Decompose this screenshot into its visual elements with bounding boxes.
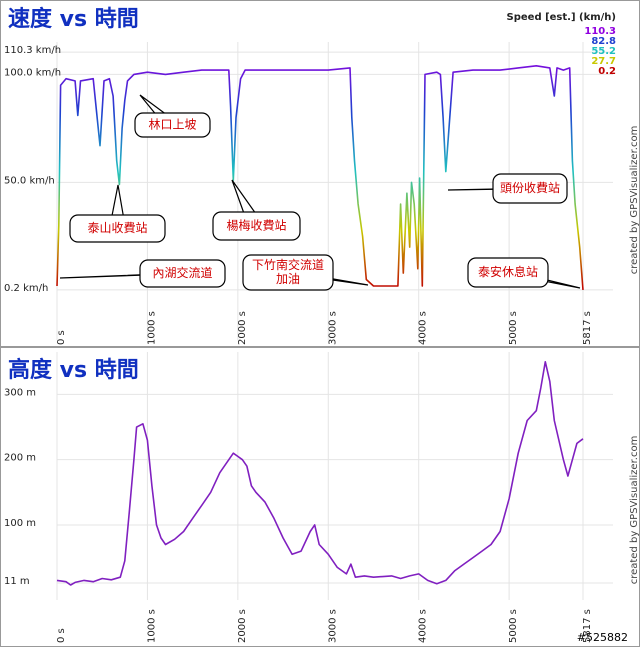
legend-value: 27.7: [591, 56, 616, 67]
x-tick-label: 5817 s: [582, 311, 593, 345]
annotation: 下竹南交流道: [252, 257, 324, 272]
annotation: 頭份收費站: [500, 180, 560, 195]
series-line: [56, 65, 584, 290]
callout-box: [134, 112, 211, 138]
annotation: 泰安休息站: [478, 264, 538, 279]
credit: created by GPSVisualizer.com: [629, 126, 640, 275]
callout-box: [492, 173, 568, 204]
chart-title: 高度 vs 時間: [8, 357, 139, 383]
x-tick-label: 5000 s: [508, 311, 519, 345]
legend-value: 0.2: [598, 66, 616, 77]
x-tick-label: 4000 s: [418, 609, 429, 643]
x-tick-label: 2000 s: [237, 311, 248, 345]
y-tick-label: 11 m: [4, 576, 30, 587]
y-tick-label: 110.3 km/h: [4, 45, 61, 56]
y-tick-label: 100.0 km/h: [4, 67, 61, 78]
x-tick-label: 5000 s: [508, 609, 519, 643]
callout-box: [212, 211, 301, 241]
y-tick-label: 300 m: [4, 387, 36, 398]
y-tick-label: 0.2 km/h: [4, 283, 48, 294]
x-tick-label: 0 s: [56, 330, 67, 345]
callout-box: [467, 257, 549, 288]
legend-title: Speed [est.] (km/h): [507, 12, 616, 23]
annotation: 楊梅收費站: [226, 218, 286, 233]
callout-box: [139, 259, 226, 288]
x-tick-label: 3000 s: [327, 311, 338, 345]
chart-title: 速度 vs 時間: [8, 6, 139, 32]
annotation: 林口上坡: [148, 118, 196, 132]
callout-box: [242, 254, 334, 291]
annotation: 加油: [276, 272, 300, 286]
credit: created by GPSVisualizer.com: [629, 436, 640, 585]
x-tick-label: 1000 s: [146, 609, 157, 643]
annotation: 泰山收費站: [87, 220, 147, 235]
frame: [0, 347, 640, 647]
y-tick-label: 100 m: [4, 518, 36, 529]
legend-value: 55.2: [591, 46, 616, 57]
legend-value: 110.3: [584, 26, 616, 37]
x-tick-label: 1000 s: [146, 311, 157, 345]
series-line: [56, 361, 584, 586]
legend-value: 82.8: [591, 36, 616, 47]
x-tick-label: 2000 s: [237, 609, 248, 643]
x-tick-label: 5817 s: [582, 609, 593, 643]
x-tick-label: 4000 s: [418, 311, 429, 345]
watermark: #525882: [577, 631, 628, 644]
annotation: 內湖交流道: [152, 265, 212, 280]
y-tick-label: 200 m: [4, 453, 36, 464]
x-tick-label: 3000 s: [327, 609, 338, 643]
y-tick-label: 50.0 km/h: [4, 175, 55, 186]
x-tick-label: 0 s: [56, 628, 67, 643]
callout-box: [69, 214, 166, 243]
